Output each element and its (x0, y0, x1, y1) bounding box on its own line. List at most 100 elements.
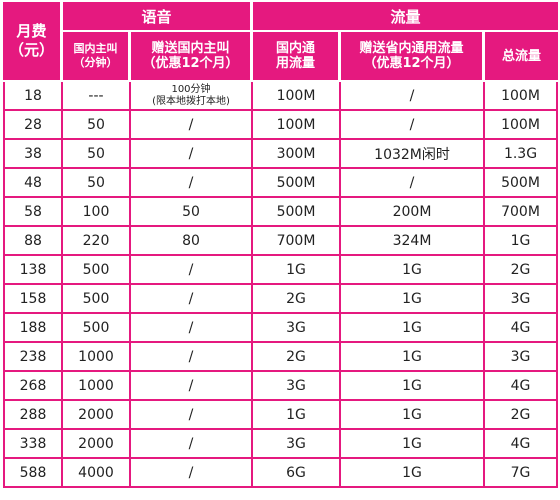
cell-voice: 100 (63, 198, 131, 227)
cell-data-bonus: 1G (341, 343, 486, 372)
cell-voice-bonus: / (131, 169, 254, 198)
cell-voice: --- (63, 82, 131, 111)
table-row: 288 2000 / 1G 1G 2G (3, 401, 559, 430)
cell-data: 6G (253, 459, 342, 488)
header-data-bonus-line2: （优惠12个月） (363, 56, 460, 71)
header-data-domestic: 国内通 用流量 (253, 32, 342, 82)
cell-voice: 220 (63, 227, 131, 256)
cell-voice-bonus: / (131, 372, 254, 401)
header-voice-domestic-line2: （分钟） (73, 56, 118, 69)
table-row: 38 50 / 300M 1032M闲时 1.3G (3, 140, 559, 169)
cell-voice-bonus: / (131, 430, 254, 459)
table-row: 88 220 80 700M 324M 1G (3, 227, 559, 256)
cell-fee: 48 (3, 169, 63, 198)
cell-total: 7G (485, 459, 559, 488)
cell-fee: 238 (3, 343, 63, 372)
cell-voice: 500 (63, 256, 131, 285)
cell-total: 4G (485, 372, 559, 401)
cell-fee: 88 (3, 227, 63, 256)
cell-voice: 1000 (63, 372, 131, 401)
table-row: 588 4000 / 6G 1G 7G (3, 459, 559, 488)
cell-data: 300M (253, 140, 342, 169)
cell-data-bonus: 1G (341, 285, 486, 314)
header-voice-domestic-line1: 国内主叫 (73, 42, 118, 55)
cell-fee: 138 (3, 256, 63, 285)
cell-data-bonus: / (341, 111, 486, 140)
cell-data-bonus: 1G (341, 401, 486, 430)
cell-voice: 2000 (63, 401, 131, 430)
cell-data-bonus: / (341, 82, 486, 111)
cell-total: 3G (485, 285, 559, 314)
table-row: 28 50 / 100M / 100M (3, 111, 559, 140)
cell-data: 2G (253, 343, 342, 372)
cell-data: 700M (253, 227, 342, 256)
cell-voice-bonus-main: 100分钟 (171, 83, 211, 95)
cell-voice: 50 (63, 169, 131, 198)
table-row: 268 1000 / 3G 1G 4G (3, 372, 559, 401)
header-monthly-fee-line2: （元） (8, 41, 54, 59)
header-data-domestic-line2: 用流量 (276, 56, 316, 71)
cell-voice-bonus: 80 (131, 227, 254, 256)
table-row: 18 --- 100分钟 (限本地拨打本地) 100M / 100M (3, 82, 559, 111)
cell-data: 100M (253, 82, 342, 111)
cell-fee: 188 (3, 314, 63, 343)
cell-total: 500M (485, 169, 559, 198)
cell-voice-bonus: / (131, 285, 254, 314)
cell-data: 500M (253, 169, 342, 198)
header-voice-bonus-line1: 赠送国内主叫 (151, 41, 230, 56)
cell-total: 1G (485, 227, 559, 256)
cell-data-bonus: 200M (341, 198, 486, 227)
cell-data-bonus: 1G (341, 256, 486, 285)
header-monthly-fee-line1: 月费 (16, 22, 47, 40)
table-row: 58 100 50 500M 200M 700M (3, 198, 559, 227)
cell-fee: 268 (3, 372, 63, 401)
cell-fee: 288 (3, 401, 63, 430)
cell-data-bonus: 1032M闲时 (341, 140, 486, 169)
cell-voice: 1000 (63, 343, 131, 372)
cell-data: 3G (253, 430, 342, 459)
table-row: 188 500 / 3G 1G 4G (3, 314, 559, 343)
cell-data: 1G (253, 256, 342, 285)
cell-data: 3G (253, 314, 342, 343)
cell-voice-bonus-note: (限本地拨打本地) (152, 95, 230, 107)
cell-voice-bonus: 50 (131, 198, 254, 227)
cell-voice-bonus: / (131, 111, 254, 140)
header-voice: 语音 (63, 2, 254, 32)
header-voice-bonus: 赠送国内主叫 （优惠12个月） (131, 32, 254, 82)
cell-data-bonus: 1G (341, 372, 486, 401)
cell-voice-bonus: / (131, 401, 254, 430)
cell-data-bonus: 1G (341, 459, 486, 488)
cell-voice-bonus: / (131, 459, 254, 488)
cell-voice-bonus: / (131, 140, 254, 169)
cell-voice: 2000 (63, 430, 131, 459)
cell-data: 2G (253, 285, 342, 314)
cell-voice-bonus: / (131, 256, 254, 285)
cell-voice: 4000 (63, 459, 131, 488)
cell-voice-bonus: 100分钟 (限本地拨打本地) (131, 82, 254, 111)
cell-voice: 50 (63, 140, 131, 169)
cell-total: 4G (485, 314, 559, 343)
header-monthly-fee: 月费 （元） (3, 2, 63, 82)
table-row: 238 1000 / 2G 1G 3G (3, 343, 559, 372)
cell-data: 500M (253, 198, 342, 227)
header-data-bonus-line1: 赠送省内通用流量 (359, 41, 464, 56)
cell-total: 3G (485, 343, 559, 372)
cell-voice: 500 (63, 285, 131, 314)
cell-voice-bonus: / (131, 343, 254, 372)
cell-data: 3G (253, 372, 342, 401)
header-data: 流量 (253, 2, 559, 32)
cell-fee: 18 (3, 82, 63, 111)
cell-data-bonus: / (341, 169, 486, 198)
cell-total: 1.3G (485, 140, 559, 169)
cell-fee: 58 (3, 198, 63, 227)
cell-total: 100M (485, 111, 559, 140)
cell-voice-bonus: / (131, 314, 254, 343)
cell-data: 100M (253, 111, 342, 140)
header-voice-bonus-line2: （优惠12个月） (142, 56, 239, 71)
cell-total: 700M (485, 198, 559, 227)
header-data-bonus: 赠送省内通用流量 （优惠12个月） (341, 32, 486, 82)
header-data-domestic-line1: 国内通 (276, 41, 316, 56)
table-row: 338 2000 / 3G 1G 4G (3, 430, 559, 459)
plan-table: 月费 （元） 语音 流量 国内主叫 （分钟） 赠送国内主叫 （优惠12个月） 国… (3, 2, 559, 488)
